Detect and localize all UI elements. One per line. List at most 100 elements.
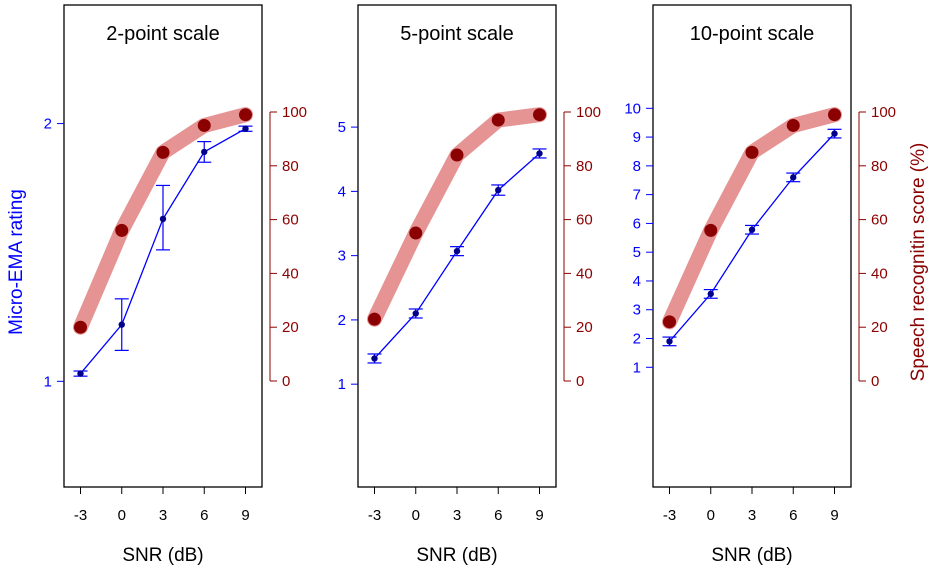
x-tick-label: -3 — [74, 507, 87, 524]
speech-score-point — [786, 118, 800, 132]
ema-rating-point — [118, 321, 125, 328]
speech-score-point — [828, 108, 841, 122]
ema-rating-points — [371, 150, 543, 362]
right-tick-label: 20 — [282, 319, 299, 336]
left-tick-label: 10 — [624, 100, 641, 117]
right-tick-label: 0 — [576, 373, 584, 390]
left-tick-label: 2 — [44, 116, 52, 133]
ema-rating-point — [159, 215, 167, 223]
x-axis-title: SNR (dB) — [122, 545, 203, 566]
ema-rating-points — [666, 130, 838, 345]
right-tick-label: 80 — [576, 158, 593, 175]
right-axis-ticks: 0 20 40 60 80 100 — [269, 104, 307, 390]
ema-rating-point — [371, 355, 378, 362]
speech-score-point — [704, 223, 718, 237]
speech-score-point — [745, 145, 759, 159]
speech-score-point — [115, 223, 129, 237]
speech-score-point — [533, 108, 546, 122]
x-tick-label: 3 — [159, 507, 167, 524]
ema-rating-point — [242, 125, 249, 132]
left-tick-label: 2 — [338, 312, 346, 329]
speech-score-point — [368, 312, 381, 326]
ema-rating-point — [748, 226, 756, 233]
ema-error-bars — [367, 148, 547, 364]
left-tick-label: 3 — [633, 302, 641, 319]
left-tick-label: 3 — [338, 248, 346, 265]
speech-score-point — [663, 315, 676, 329]
speech-score-points — [368, 108, 546, 326]
speech-score-point — [156, 145, 170, 159]
x-tick-label: 0 — [707, 507, 715, 524]
x-tick-label: -3 — [663, 507, 676, 524]
left-tick-label: 1 — [633, 359, 641, 376]
x-axis-title: SNR (dB) — [711, 545, 792, 566]
speech-score-point — [450, 148, 464, 162]
ema-rating-point — [790, 174, 797, 181]
ema-rating-point — [666, 338, 673, 345]
right-axis-ticks: 0 20 40 60 80 100 — [858, 104, 896, 390]
x-axis-title: SNR (dB) — [416, 545, 497, 566]
right-axis-label: Speech recognitin score (%) — [908, 143, 929, 382]
left-tick-label: 4 — [338, 183, 346, 200]
speech-score-points — [663, 108, 841, 329]
left-tick-label: 4 — [633, 273, 641, 290]
left-axis-ticks: 1 2 3 4 5 — [338, 119, 358, 393]
plot-frame — [652, 4, 852, 488]
right-tick-label: 100 — [282, 104, 307, 121]
speech-score-points — [74, 108, 252, 334]
ema-rating-point — [201, 148, 208, 156]
left-axis-ticks: 1 2 3 4 5 6 7 8 9 10 — [624, 100, 653, 376]
right-tick-label: 0 — [871, 373, 879, 390]
right-axis-ticks: 0 20 40 60 80 100 — [563, 104, 601, 390]
right-tick-label: 40 — [576, 265, 593, 282]
x-axis-ticks: -3 0 3 6 9 — [368, 487, 544, 524]
speech-score-point — [409, 226, 423, 240]
left-tick-label: 7 — [633, 187, 641, 204]
right-tick-label: 100 — [576, 104, 601, 121]
right-tick-label: 60 — [576, 212, 593, 229]
right-tick-label: 100 — [871, 104, 896, 121]
panel-2: 5-point scale -3 0 3 6 9 SNR (dB) 1 2 3 4 5 0 20 40 60 8… — [338, 4, 601, 566]
panel-title: 5-point scale — [400, 23, 513, 45]
left-tick-label: 9 — [633, 129, 641, 146]
x-axis-ticks: -3 0 3 6 9 — [74, 487, 250, 524]
x-tick-label: 6 — [789, 507, 797, 524]
speech-score-point — [239, 108, 252, 122]
left-axis-label: Micro-EMA rating — [6, 189, 27, 335]
left-tick-label: 8 — [633, 158, 641, 175]
right-tick-label: 60 — [282, 212, 299, 229]
panel-title: 2-point scale — [106, 23, 219, 45]
left-axis-ticks: 12 — [44, 116, 64, 390]
x-tick-label: 9 — [241, 507, 249, 524]
right-tick-label: 20 — [576, 319, 593, 336]
left-tick-label: 1 — [44, 373, 52, 390]
right-tick-label: 40 — [282, 265, 299, 282]
right-tick-label: 0 — [282, 373, 290, 390]
left-tick-label: 1 — [338, 376, 346, 393]
x-tick-label: 6 — [200, 507, 208, 524]
x-tick-label: -3 — [368, 507, 381, 524]
x-tick-label: 6 — [494, 507, 502, 524]
left-tick-label: 2 — [633, 331, 641, 348]
x-tick-label: 3 — [748, 507, 756, 524]
left-tick-label: 6 — [633, 215, 641, 232]
ema-rating-point — [495, 186, 502, 194]
ema-rating-point — [707, 290, 714, 298]
right-tick-label: 80 — [282, 158, 299, 175]
x-tick-label: 0 — [412, 507, 420, 524]
panel-title: 10-point scale — [690, 23, 815, 45]
right-tick-label: 80 — [871, 158, 888, 175]
speech-score-point — [74, 320, 87, 334]
ema-rating-point — [831, 130, 838, 137]
speech-score-band — [367, 107, 547, 327]
speech-score-point — [491, 113, 505, 127]
x-tick-label: 9 — [535, 507, 543, 524]
ema-rating-point — [453, 247, 461, 255]
speech-score-band — [662, 107, 842, 330]
right-tick-label: 60 — [871, 212, 888, 229]
x-tick-label: 9 — [830, 507, 838, 524]
x-axis-ticks: -3 0 3 6 9 — [663, 487, 839, 524]
